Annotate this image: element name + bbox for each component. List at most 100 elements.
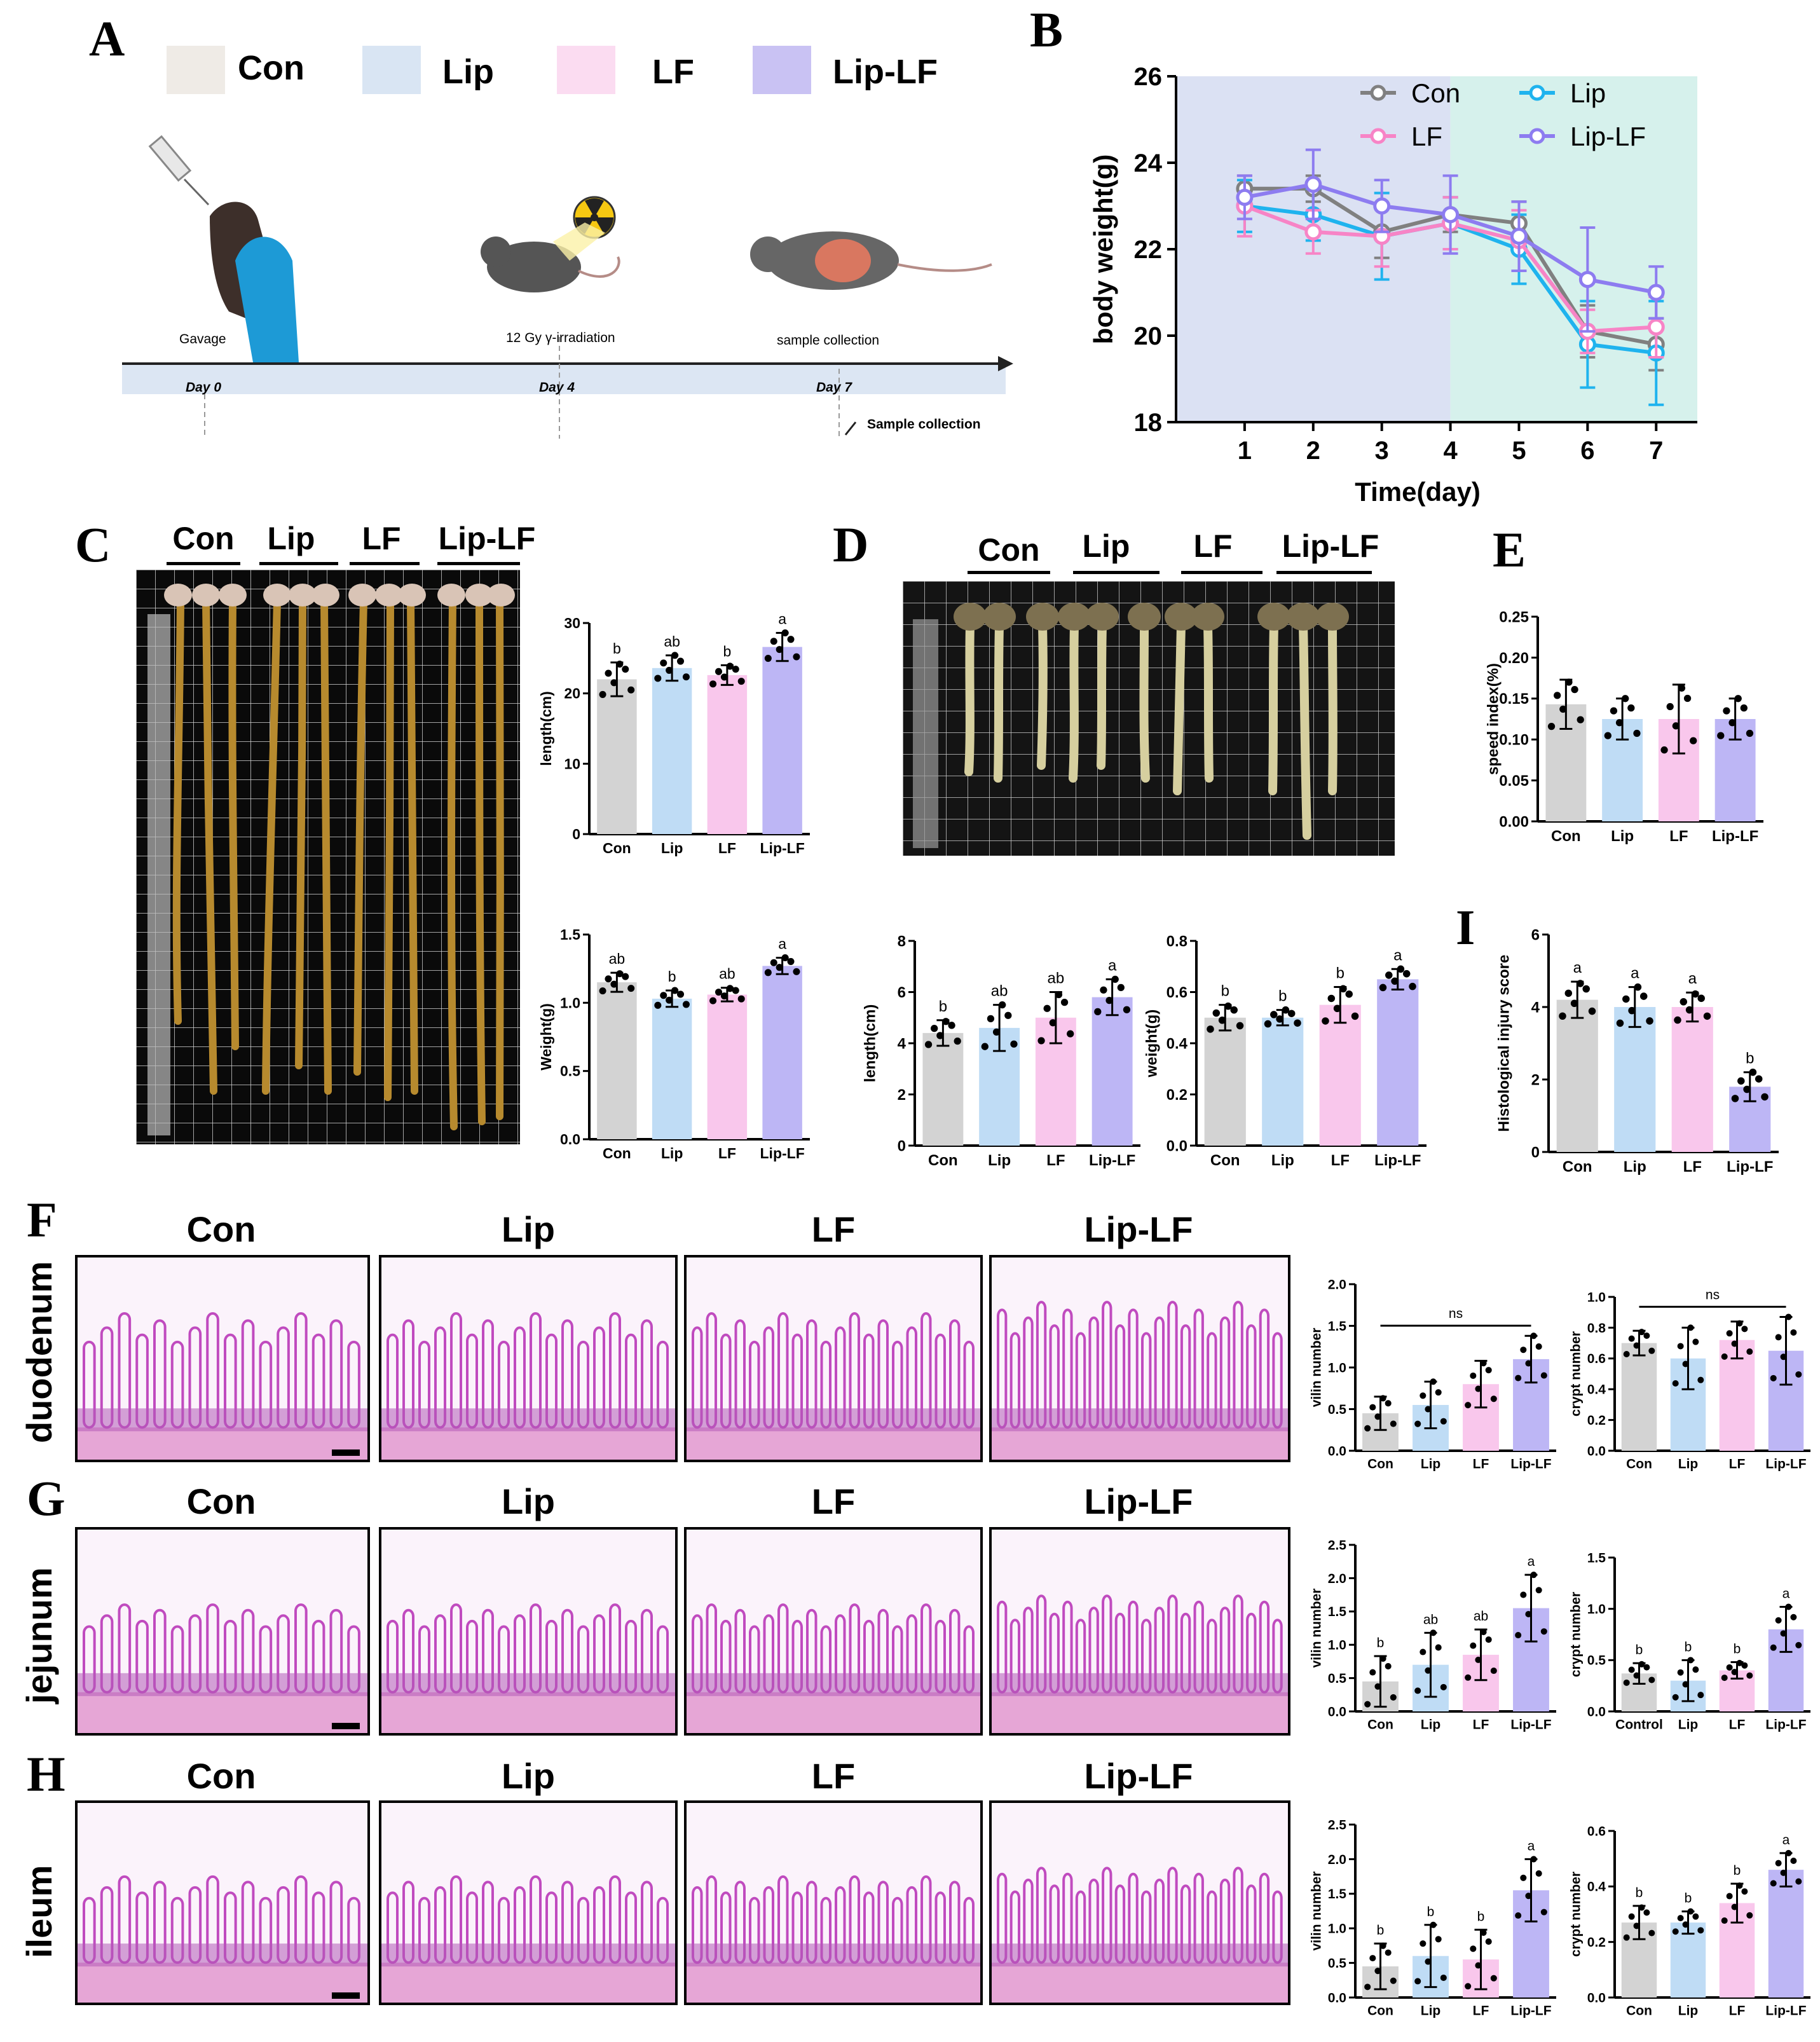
data-point [1440,1974,1447,1982]
data-point [1037,1037,1045,1045]
legend-marker-Con [1370,85,1386,101]
data-point [1672,1694,1679,1701]
y-tick-label: 2.5 [1328,1818,1347,1832]
data-point [1780,1353,1787,1360]
data-point [1420,1392,1427,1399]
data-point [1790,1857,1797,1864]
panel-label-f: F [27,1192,57,1247]
legend-label-Con: Con [1411,78,1460,108]
data-point [599,690,606,698]
ruler [913,619,938,848]
x-tick-label: Lip [1271,1152,1294,1169]
c-group-underline-lip [259,562,338,565]
y-axis-label: crypt number [1568,1592,1583,1677]
data-point [1795,1641,1802,1648]
data-point [1674,1016,1681,1024]
panel-label-h: H [27,1746,65,1802]
data-point [764,655,772,662]
data-point [1749,1068,1757,1076]
data-point [1264,1020,1272,1028]
data-point [1577,716,1584,723]
y-tick-label: 0.4 [1167,1035,1188,1052]
data-point [1639,992,1648,1000]
data-point [1510,228,1528,245]
y-tick-label: 1.5 [1328,1887,1347,1902]
data-point [1697,1692,1704,1699]
data-point [1717,732,1725,739]
data-point [1687,1908,1694,1915]
hist-col-title-con-g: Con [186,1481,256,1521]
panel-label-g: G [27,1470,65,1526]
significance-letter: ab [1048,970,1065,987]
bar [1091,997,1133,1146]
data-point [1604,732,1611,739]
hist-col-title-con-f: Con [186,1209,256,1249]
y-tick-label: 0.0 [1587,1991,1606,2005]
x-tick-label: Lip [661,1145,683,1161]
y-axis-label: crypt number [1568,1872,1583,1957]
data-point [1634,983,1642,991]
data-point [1627,704,1635,712]
data-point [1588,1007,1596,1015]
data-point [1692,1913,1699,1920]
bar [652,668,692,834]
hist-col-title-lf-h: LF [811,1756,856,1796]
crypt-layer [687,1408,980,1432]
data-point [1535,1587,1542,1594]
data-point [1414,1687,1421,1694]
hist-col-title-lip-lf-h: Lip-LF [1084,1756,1193,1796]
data-point [1520,1591,1527,1598]
y-tick-label: 0.5 [560,1063,580,1079]
significance-letter: b [1477,1909,1485,1924]
muscularis-layer [992,1692,1288,1733]
data-point [1364,1425,1371,1432]
significance-letter: b [723,643,731,659]
small-intestine-photo-d [903,581,1395,856]
data-point [1465,1674,1472,1681]
data-point [1055,990,1063,999]
x-tick-label: Control [1615,1717,1663,1732]
data-point [1060,998,1069,1006]
significance-letter: b [939,998,947,1015]
y-tick-label: 0.0 [1167,1137,1187,1155]
data-point [1282,1006,1290,1014]
x-tick-label: Lip-LF [1765,1717,1806,1732]
data-point [671,987,679,994]
x-tick-label: Lip-LF [760,1145,805,1161]
data-point [1643,1332,1650,1339]
data-point [1731,1340,1738,1347]
crypt-layer [381,1408,675,1432]
data-point [1004,1011,1012,1019]
data-point [931,1025,938,1032]
histology-image-duodenum-lf [684,1255,983,1462]
data-point [1485,1636,1492,1643]
data-point [1010,1040,1018,1048]
jejunum-crypt-bar-chart: 0.0 0.5 1.0 1.5 crypt number Control b Lip b LF b L… [1568,1551,1810,1732]
data-point [1475,1962,1482,1969]
y-tick-label: 0.2 [1167,1086,1187,1104]
data-point [1287,1010,1296,1017]
bar [762,647,802,834]
y-tick-label: 0.15 [1499,690,1529,708]
data-point [1322,1017,1329,1025]
data-point [1775,1617,1782,1624]
data-point [1633,729,1641,737]
jejunum-villin-bar-chart: 0.0 0.5 1.0 1.5 2.0 2.5 vilin number Con b Lip ab L… [1309,1538,1556,1732]
d-group-label-lf: LF [1193,528,1233,564]
data-point [1666,702,1674,711]
data-point [1525,1610,1532,1618]
colon-photo-c-art [136,570,520,1144]
data-point [1721,1675,1728,1682]
panel-label-c: C [75,517,111,572]
colon-weight-bar-chart: 0.0 0.5 1.0 1.5 Weight(g) Con ab Lip b LF ab Lip-LF… [538,926,810,1161]
data-point [1677,1343,1684,1350]
y-tick-label: 1.0 [560,994,580,1011]
timeline-arrowhead [998,356,1013,371]
bar [652,998,692,1139]
data-point [1746,1672,1753,1679]
data-point [682,1001,690,1008]
data-point [1440,1418,1447,1425]
panel-label-b: B [1030,2,1064,57]
data-point [622,666,629,673]
